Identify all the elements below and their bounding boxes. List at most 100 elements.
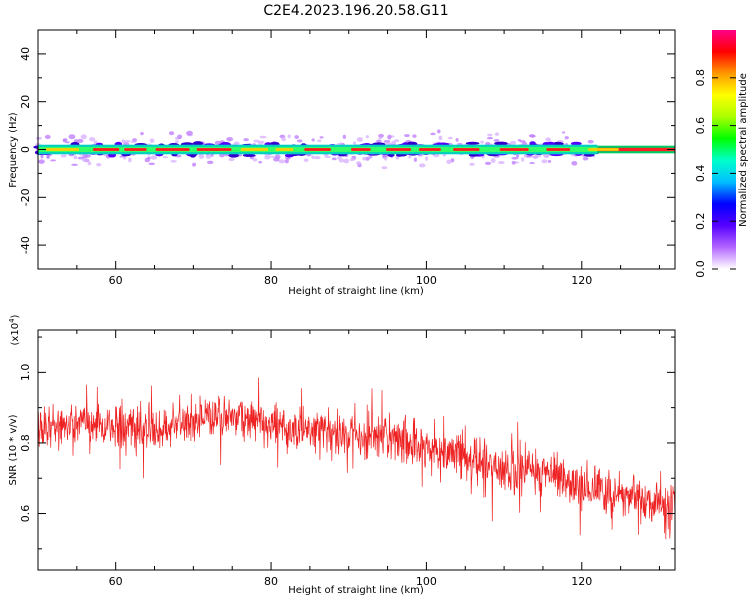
spectral-scatter-point <box>378 133 384 138</box>
spectral-scatter-point <box>258 160 263 164</box>
spectral-scatter-point <box>490 158 496 163</box>
spectral-peak-segment <box>418 148 441 151</box>
spectrogram-x-tick-label: 120 <box>571 274 592 287</box>
spectral-scatter-point <box>486 136 494 140</box>
spectral-scatter-point <box>528 134 535 138</box>
spectral-scatter-point <box>278 159 286 164</box>
spectral-scatter-point <box>438 135 443 141</box>
spectrogram-y-tick-label: 40 <box>19 47 32 61</box>
spectral-scatter-point <box>307 154 312 157</box>
spectral-scatter-point <box>412 134 417 138</box>
spectral-scatter-point <box>81 158 89 162</box>
snr-x-tick-label: 80 <box>264 575 278 588</box>
spectral-peak-segment <box>351 148 371 151</box>
spectral-peak-segment <box>155 148 190 151</box>
spectral-peak-segment <box>92 148 120 151</box>
spectral-scatter-point <box>150 155 158 160</box>
spectral-scatter-point <box>303 158 309 163</box>
spectral-scatter-point <box>430 132 436 136</box>
spectral-scatter-point <box>259 135 267 139</box>
spectral-scatter-point <box>296 139 303 143</box>
snr-y-tick-label: 1.0 <box>19 364 32 382</box>
spectrogram-y-tick-label: -20 <box>19 188 32 206</box>
spectral-scatter-point <box>547 159 552 163</box>
spectral-scatter-point <box>582 156 589 161</box>
spectral-scatter-point <box>260 140 265 144</box>
spectral-scatter-point <box>487 133 493 137</box>
spectral-scatter-point <box>425 156 429 161</box>
spectral-scatter-point <box>226 136 234 142</box>
spectral-scatter-point <box>356 161 362 165</box>
spectral-scatter-point <box>122 155 127 160</box>
spectral-scatter-point <box>498 161 505 165</box>
spectral-scatter-point <box>88 137 96 142</box>
snr-frame <box>37 329 676 571</box>
spectral-fringe-blob <box>570 141 582 146</box>
spectral-scatter-point <box>545 137 551 142</box>
spectral-peak-segment <box>453 148 480 151</box>
spectral-scatter-point <box>447 136 453 140</box>
spectral-scatter-point <box>446 159 452 164</box>
spectrogram-y-tick-label: 20 <box>19 95 32 109</box>
spectral-scatter-point <box>268 155 276 158</box>
spectral-fringe-blob <box>269 141 279 146</box>
spectral-scatter-point <box>387 134 392 140</box>
spectral-scatter-point <box>511 160 516 165</box>
spectral-scatter-point <box>234 141 240 146</box>
spectral-fringe-blob <box>192 141 204 146</box>
spectral-scatter-point <box>494 132 500 136</box>
colorbar-label: Normalized spectral amplitude <box>738 73 749 227</box>
spectral-fringe-blob <box>242 153 256 157</box>
spectral-scatter-point <box>170 160 177 163</box>
spectral-fringe-blob <box>189 153 197 158</box>
spectral-peak-segment <box>240 148 269 151</box>
spectral-scatter-point <box>365 135 369 139</box>
spectral-scatter-point <box>331 157 337 161</box>
spectral-scatter-point <box>87 161 92 166</box>
spectral-scatter-point <box>521 157 525 162</box>
spectral-scatter-point <box>35 136 42 140</box>
spectral-scatter-point <box>71 163 78 166</box>
spectral-scatter-point <box>338 158 345 163</box>
spectral-peak-segment <box>499 148 529 151</box>
spectral-scatter-point <box>148 162 155 166</box>
spectral-scatter-point <box>543 153 550 158</box>
snr-scale-prefix: (x10 <box>10 323 21 346</box>
spectral-scatter-point <box>311 155 315 159</box>
spectral-scatter-point <box>64 141 70 144</box>
spectral-scatter-point <box>80 134 87 140</box>
spectral-scatter-point <box>564 136 569 140</box>
spectral-scatter-point <box>324 155 331 159</box>
spectral-tail-core <box>597 147 675 152</box>
spectral-scatter-point <box>356 137 364 142</box>
spectrogram-x-tick-label: 100 <box>416 274 437 287</box>
spectral-scatter-point <box>205 153 212 159</box>
spectral-scatter-point <box>455 137 459 142</box>
colorbar-tick-label: 0.8 <box>694 69 707 87</box>
spectrogram-x-axis-label: Height of straight line (km) <box>288 286 424 297</box>
spectral-scatter-point <box>73 155 78 160</box>
spectral-scatter-point <box>378 136 383 140</box>
spectral-scatter-point <box>149 138 155 143</box>
spectral-peak-segment <box>546 148 571 151</box>
snr-scale-exponent: 4 <box>8 318 16 323</box>
spectral-scatter-point <box>38 159 45 164</box>
spectral-scatter-point <box>128 157 132 163</box>
spectral-peak-segment <box>588 148 619 151</box>
spectral-scatter-point <box>294 135 299 139</box>
spectral-scatter-point <box>50 159 57 162</box>
spectral-scatter-point <box>529 162 536 165</box>
spectral-scatter-point <box>511 156 519 160</box>
snr-x-axis-label: Height of straight line (km) <box>288 585 424 596</box>
spectral-scatter-point <box>243 138 249 142</box>
spectral-scatter-point <box>509 140 517 145</box>
spectral-scatter-point <box>73 139 79 143</box>
spectral-peak-segment <box>196 148 232 151</box>
spectrogram-panel: 60 80 100 120 -40 -20 0 20 40 Height of straight… <box>8 29 676 297</box>
figure-title: C2E4.2023.196.20.58.G11 <box>263 3 448 19</box>
spectral-scatter-point <box>252 158 258 162</box>
spectral-scatter-point <box>587 139 594 144</box>
spectral-scatter-point <box>418 163 426 168</box>
spectral-scatter-point <box>264 154 271 160</box>
spectral-fringe-blob <box>494 141 508 146</box>
